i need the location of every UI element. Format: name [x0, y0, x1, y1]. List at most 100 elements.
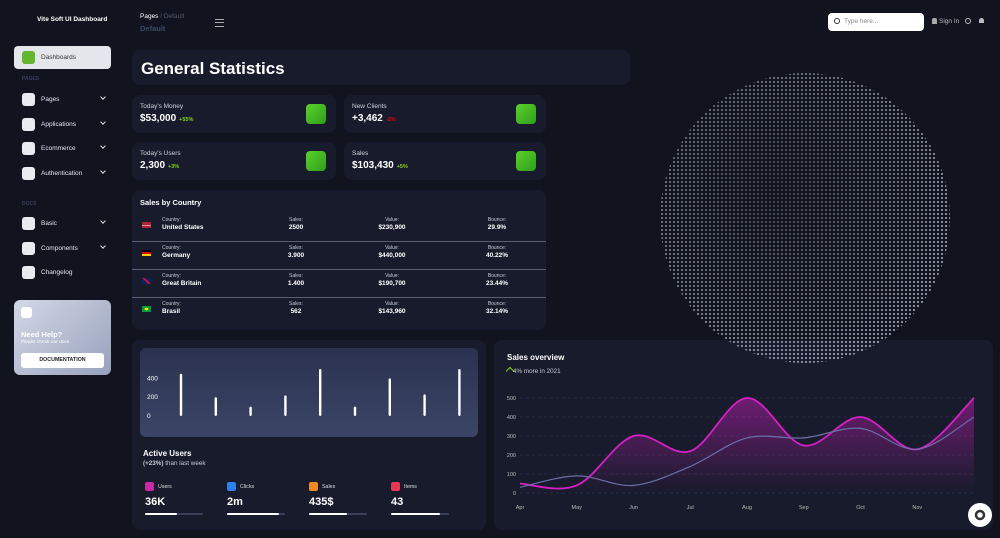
active-users-card: Active Users (+23%) than last week: [132, 340, 486, 530]
x-tick-label: Jul: [687, 505, 694, 511]
flag: [142, 306, 151, 312]
card-subtitle: (+23%) than last week: [143, 460, 206, 467]
cell: 1.400: [287, 280, 305, 287]
table-title: Sales by Country: [140, 198, 202, 207]
documentation-button[interactable]: DOCUMENTATION: [21, 353, 104, 368]
stat-label: Sales: [352, 150, 369, 157]
nav-label: Components: [41, 245, 78, 252]
stat-label: New Clients: [352, 103, 387, 110]
metric-value: 43: [391, 496, 404, 508]
stat-card: Today's Users 2,300 +3%: [132, 142, 336, 180]
cell: 3.900: [287, 252, 305, 259]
nav-item[interactable]: Pages: [14, 90, 111, 110]
metric-icon: [391, 482, 400, 491]
section-title: PAGES: [22, 76, 40, 82]
notifications-icon[interactable]: [979, 18, 984, 23]
bar: [179, 373, 183, 416]
cell: 32.14%: [485, 308, 509, 315]
search-placeholder: Type here...: [844, 18, 879, 25]
value: $53,000: [140, 113, 177, 124]
stat-value: $53,000 +55%: [140, 113, 193, 124]
card-subtitle: 4% more in 2021: [513, 368, 561, 375]
y-tick-label: 300: [507, 434, 516, 440]
help-icon: [21, 307, 32, 318]
metric-label: Items: [404, 484, 417, 490]
progress-fill: [309, 513, 347, 515]
progress: [145, 513, 203, 515]
metric-label: Sales: [322, 484, 336, 490]
nav-label: Changelog: [41, 269, 73, 276]
progress-fill: [227, 513, 280, 515]
nav-label: Pages: [41, 96, 60, 103]
nav-label: Applications: [41, 121, 77, 128]
bar: [353, 406, 357, 416]
x-tick-label: Oct: [856, 505, 865, 511]
nav-label: Dashboards: [41, 54, 77, 61]
x-tick-label: Sep: [799, 505, 809, 511]
y-tick-label: 0: [147, 413, 151, 420]
progress-fill: [145, 513, 177, 515]
settings-icon[interactable]: [965, 18, 971, 24]
column-label: Bounce:: [487, 217, 507, 223]
nav-item[interactable]: Authentication: [14, 164, 111, 184]
menu-toggle[interactable]: [215, 19, 224, 27]
card-title: Active Users: [143, 449, 192, 458]
y-tick-label: 0: [513, 491, 516, 497]
cell: 29.9%: [487, 224, 507, 231]
column-label: Value:: [385, 273, 399, 279]
nav-item[interactable]: Ecommerce: [14, 139, 111, 159]
y-tick-label: 400: [147, 375, 158, 382]
column-label: Sales:: [289, 217, 303, 223]
nav-item[interactable]: Components: [14, 239, 111, 259]
metric-icon: [145, 482, 154, 491]
change: +55%: [179, 117, 194, 123]
metric-icon: [309, 482, 318, 491]
sign-in[interactable]: Sign In: [939, 18, 960, 25]
heading: General Statistics: [141, 59, 285, 78]
breadcrumb-item: Default: [163, 13, 185, 20]
column-label: Value:: [385, 301, 399, 307]
bar: [458, 369, 461, 416]
change: (+23%): [143, 460, 164, 467]
progress: [391, 513, 449, 515]
cell: $190,700: [378, 280, 406, 287]
active-nav-item[interactable]: Dashboards: [14, 46, 111, 69]
cell: Germany: [162, 252, 191, 259]
bar: [423, 394, 426, 416]
metric-label: Clicks: [240, 484, 255, 490]
flag: [142, 250, 151, 256]
line: [519, 416, 975, 488]
nav-item[interactable]: Applications: [14, 115, 111, 135]
nav-label: Authentication: [41, 170, 83, 177]
column-label: Value:: [385, 217, 399, 223]
sales-by-country: Sales by Country Country: United States Sa…: [132, 190, 546, 330]
bar: [284, 395, 287, 416]
x-tick-label: Aug: [742, 505, 752, 511]
y-tick-label: 500: [507, 396, 516, 402]
stat-label: Today's Users: [140, 150, 181, 157]
metric-value: 435$: [309, 496, 334, 508]
stat-card: Today's Money $53,000 +55%: [132, 95, 336, 133]
search-icon: [834, 18, 840, 24]
config-button[interactable]: [968, 503, 992, 527]
y-tick-label: 400: [507, 415, 516, 421]
nav-item[interactable]: Basic: [14, 214, 111, 234]
column-label: Sales:: [289, 273, 303, 279]
table-row: Country: Brasil Sales: 562 Value: $143,960 Bou…: [132, 301, 546, 325]
breadcrumb-item[interactable]: Pages: [140, 13, 159, 20]
nav-icon: [22, 93, 35, 106]
stat-value: +3,462 -2%: [352, 113, 396, 124]
search-box[interactable]: Type here...: [828, 13, 924, 31]
column-label: Bounce:: [487, 273, 507, 279]
column-label: Bounce:: [487, 245, 507, 251]
bar: [214, 397, 217, 416]
nav-item[interactable]: Changelog: [14, 263, 111, 283]
progress-fill: [391, 513, 441, 515]
stat-icon: [306, 151, 326, 171]
column-label: Country:: [162, 273, 181, 279]
column-label: Country:: [162, 301, 181, 307]
x-tick-label: May: [572, 505, 583, 511]
bar: [319, 369, 322, 416]
stat-icon: [306, 104, 326, 124]
